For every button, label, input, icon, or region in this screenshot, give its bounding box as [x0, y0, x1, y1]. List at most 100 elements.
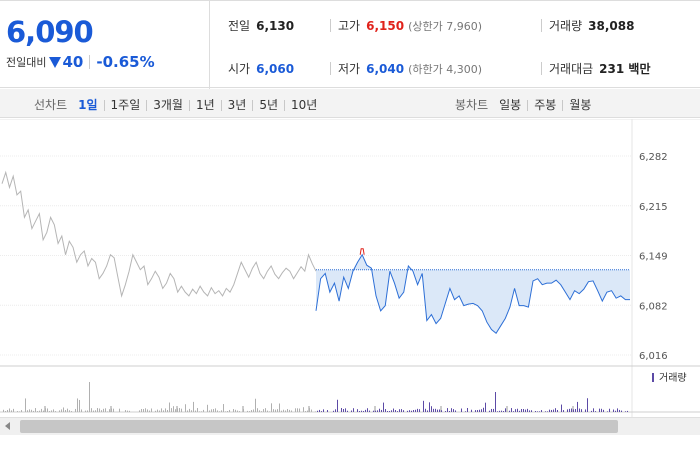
volume-bar: [415, 409, 416, 412]
prev-day-series: [1, 170, 317, 298]
volume-bar: [351, 410, 352, 412]
volume-bar: [125, 410, 126, 412]
price-chart: 6,282 6,215 6,149 6,082 6,016 거래량: [0, 118, 700, 419]
high-marker: [359, 248, 365, 255]
volume-bar: [601, 408, 602, 412]
volume-bar: [75, 408, 76, 412]
volume-bar: [579, 408, 580, 412]
divider: [284, 100, 286, 111]
volume-bar: [373, 410, 374, 412]
volume-bar: [209, 410, 210, 412]
volume-bar: [447, 408, 448, 412]
volume-bar: [69, 410, 70, 412]
volume-bar: [43, 410, 44, 412]
down-triangle-icon: [49, 56, 62, 68]
volume-bar: [155, 410, 156, 412]
volume-bar: [207, 404, 208, 412]
volume-bar: [547, 411, 548, 412]
volume-bar: [521, 408, 522, 412]
tab-1w[interactable]: 1주일: [110, 98, 141, 112]
volume-bar: [187, 410, 188, 412]
stat-value: 231 백만: [599, 62, 651, 76]
stat-value: 6,130: [256, 19, 295, 33]
y-tick-label: 6,149: [639, 252, 668, 263]
volume-bar: [451, 408, 452, 412]
tab-1y[interactable]: 1년: [195, 98, 215, 112]
tab-3y[interactable]: 3년: [227, 98, 247, 112]
volume-bar: [101, 410, 102, 412]
volume-bar: [157, 409, 158, 412]
tab-5y[interactable]: 5년: [259, 98, 279, 112]
volume-bar: [319, 409, 320, 412]
volume-bar: [167, 410, 168, 412]
volume-bar: [257, 408, 258, 412]
volume-bar: [163, 410, 164, 412]
volume-bar: [243, 409, 244, 412]
tab-monthly[interactable]: 월봉: [569, 98, 592, 112]
tab-3m[interactable]: 3개월: [153, 98, 183, 112]
volume-bar: [151, 408, 152, 412]
volume-bar: [449, 411, 450, 412]
stat-value: 6,150: [366, 19, 405, 33]
volume-bar: [247, 410, 248, 412]
price-chart-svg: 6,282 6,215 6,149 6,082 6,016 거래량: [0, 118, 700, 419]
volume-bar: [273, 409, 274, 412]
tab-1d[interactable]: 1일: [78, 98, 98, 112]
volume-bar: [177, 408, 178, 412]
volume-bar: [179, 408, 180, 412]
volume-bar: [265, 408, 266, 412]
volume-bar: [479, 409, 480, 412]
volume-bar: [337, 399, 338, 412]
volume-bar: [77, 398, 78, 412]
volume-bar: [323, 409, 324, 412]
volume-bar: [513, 411, 514, 412]
volume-bar: [35, 408, 36, 412]
volume-bar: [59, 410, 60, 412]
volume-bar: [541, 410, 542, 412]
scroll-left-icon[interactable]: [5, 422, 10, 430]
volume-bar: [307, 410, 308, 412]
tab-10y[interactable]: 10년: [291, 98, 318, 112]
volume-bar: [369, 410, 370, 412]
volume-bar: [347, 410, 348, 412]
tab-daily[interactable]: 일봉: [499, 98, 522, 112]
line-chart-tabs: 선차트 1일 1주일 3개월 1년 3년 5년 10년: [34, 96, 317, 113]
volume-bar: [385, 409, 386, 412]
volume-bar: [103, 408, 104, 412]
volume-bar: [425, 408, 426, 412]
volume-bar: [335, 409, 336, 412]
change-rate: -0.65%: [96, 53, 155, 71]
volume-bar: [595, 411, 596, 412]
volume-bar: [353, 408, 354, 412]
volume-bar: [571, 408, 572, 412]
volume-bar: [553, 409, 554, 412]
volume-bar: [485, 402, 486, 412]
volume-bar: [327, 410, 328, 412]
volume-bar: [65, 410, 66, 412]
today-line: [315, 253, 630, 335]
volume-bar: [85, 410, 86, 412]
volume-bar: [147, 409, 148, 412]
volume-bar: [375, 410, 376, 412]
volume-legend: 거래량: [659, 372, 687, 384]
divider: [330, 62, 331, 75]
volume-bar: [95, 410, 96, 412]
chart-scrollbar[interactable]: [0, 417, 700, 435]
divider: [541, 62, 542, 75]
volume-bar: [29, 409, 30, 412]
volume-bar: [279, 403, 280, 412]
volume-bar: [607, 411, 608, 412]
volume-bar: [217, 410, 218, 412]
volume-bar: [587, 398, 588, 412]
volume-bar: [517, 408, 518, 412]
volume-bar: [251, 410, 252, 412]
volume-bar: [3, 409, 4, 412]
volume-bar: [427, 410, 428, 412]
stat-label: 저가: [338, 62, 361, 76]
volume-bar: [181, 408, 182, 412]
volume-bar: [145, 408, 146, 412]
volume-bar: [203, 409, 204, 412]
tab-weekly[interactable]: 주봉: [534, 98, 557, 112]
scrollbar-thumb[interactable]: [20, 420, 618, 433]
volume-bar: [275, 409, 276, 412]
